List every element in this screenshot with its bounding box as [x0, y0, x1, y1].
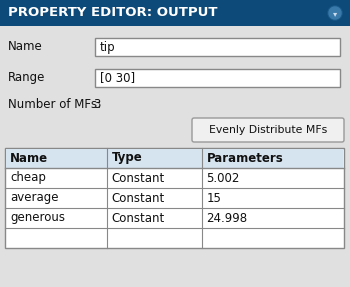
Text: tip: tip	[100, 40, 116, 53]
Text: average: average	[10, 191, 58, 205]
Bar	[0, 0, 350, 26]
Text: PROPERTY EDITOR: OUTPUT: PROPERTY EDITOR: OUTPUT	[8, 7, 217, 20]
Text: generous: generous	[10, 212, 65, 224]
Text: Constant: Constant	[112, 172, 165, 185]
Text: Name: Name	[8, 40, 43, 53]
Text: cheap: cheap	[10, 172, 46, 185]
Text: 3: 3	[93, 98, 100, 112]
Text: Type: Type	[112, 152, 142, 164]
Bar	[6, 149, 343, 168]
Circle shape	[329, 7, 341, 19]
Bar	[95, 69, 340, 87]
Text: Constant: Constant	[112, 212, 165, 224]
Text: 24.998: 24.998	[206, 212, 248, 224]
Text: [0 30]: [0 30]	[100, 71, 135, 84]
Text: 15: 15	[206, 191, 222, 205]
Text: Number of MFs:: Number of MFs:	[8, 98, 101, 112]
Bar	[95, 38, 340, 56]
Bar	[5, 148, 344, 248]
Text: Evenly Distribute MFs: Evenly Distribute MFs	[209, 125, 327, 135]
Text: Range: Range	[8, 71, 46, 84]
FancyBboxPatch shape	[192, 118, 344, 142]
Text: Constant: Constant	[112, 191, 165, 205]
Text: 5.002: 5.002	[206, 172, 240, 185]
Circle shape	[328, 6, 342, 20]
Text: Parameters: Parameters	[206, 152, 284, 164]
Text: Name: Name	[10, 152, 48, 164]
Text: ▾: ▾	[333, 9, 337, 18]
